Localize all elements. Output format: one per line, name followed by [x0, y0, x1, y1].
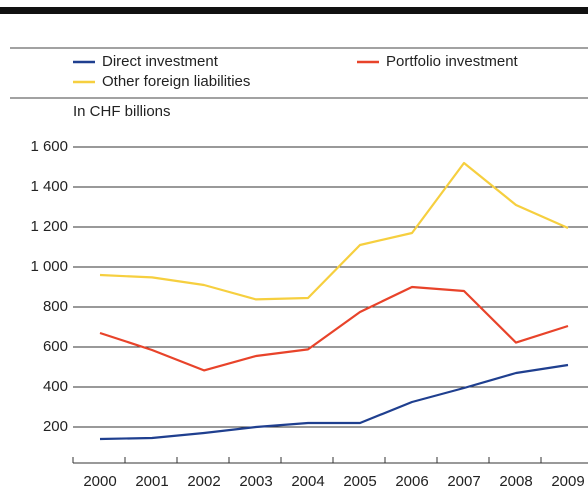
series-line — [99, 161, 569, 301]
series-line — [99, 285, 569, 372]
y-tick-label: 600 — [43, 338, 68, 355]
legend-label: Portfolio investment — [386, 53, 519, 70]
x-tick-label: 2002 — [187, 473, 220, 490]
x-tick-label: 2003 — [239, 473, 272, 490]
y-tick-label: 1 000 — [30, 258, 68, 275]
series-line — [99, 363, 569, 441]
y-tick-label: 400 — [43, 378, 68, 395]
legend-label: Other foreign liabilities — [102, 73, 250, 90]
y-tick-label: 1 400 — [30, 178, 68, 195]
unit-label: In CHF billions — [73, 103, 171, 120]
x-tick-label: 2000 — [83, 473, 116, 490]
header-band — [0, 7, 588, 14]
legend-label: Direct investment — [102, 53, 219, 70]
x-tick-label: 2005 — [343, 473, 376, 490]
y-tick-label: 1 600 — [30, 138, 68, 155]
x-tick-label: 2008 — [499, 473, 532, 490]
y-tick-label: 1 200 — [30, 218, 68, 235]
x-tick-label: 2004 — [291, 473, 324, 490]
y-tick-label: 200 — [43, 418, 68, 435]
x-tick-label: 2007 — [447, 473, 480, 490]
x-tick-label: 2009 — [551, 473, 584, 490]
x-tick-label: 2001 — [135, 473, 168, 490]
x-tick-label: 2006 — [395, 473, 428, 490]
y-tick-label: 800 — [43, 298, 68, 315]
